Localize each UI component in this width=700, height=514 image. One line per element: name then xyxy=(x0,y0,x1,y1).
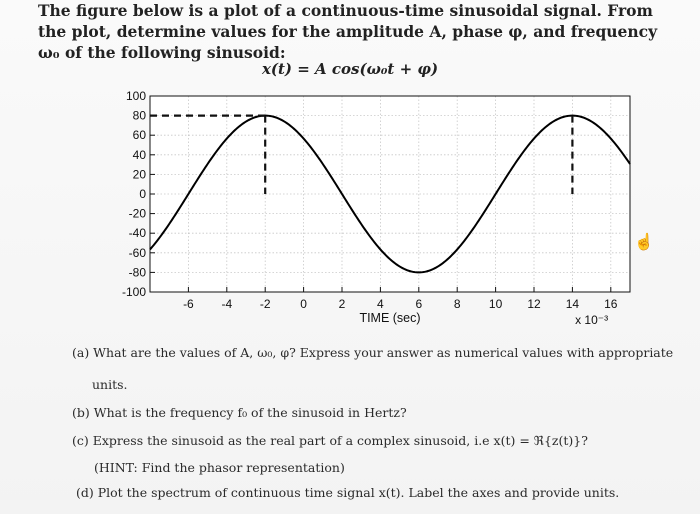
y-tick-label: 100 xyxy=(126,90,146,103)
y-tick-label: 60 xyxy=(133,128,147,142)
sinusoid-line xyxy=(149,114,631,274)
sinusoid-equation: x(t) = A cos(ω₀t + φ) xyxy=(261,60,439,78)
question-b: (b) What is the frequency f₀ of the sinu… xyxy=(72,405,407,420)
x-tick-label: 2 xyxy=(339,297,346,311)
y-tick-label: -60 xyxy=(129,246,147,260)
y-tick-label: -100 xyxy=(122,285,146,299)
x-tick-label: -6 xyxy=(183,297,194,311)
y-tick-label: 80 xyxy=(133,109,147,123)
x-tick-label: -2 xyxy=(260,297,271,311)
x-tick-label: 6 xyxy=(415,297,422,311)
x-tick-label: 0 xyxy=(300,297,307,311)
x-axis-multiplier: x 10⁻³ xyxy=(575,313,608,327)
y-tick-label: 0 xyxy=(139,187,146,201)
question-c-hint: (HINT: Find the phasor representation) xyxy=(94,460,345,475)
x-tick-label: 4 xyxy=(377,297,384,311)
y-tick-label: -40 xyxy=(129,226,147,240)
y-tick-label: -20 xyxy=(129,207,147,221)
x-axis-label: TIME (sec) xyxy=(359,311,420,325)
question-a-continued: units. xyxy=(92,377,128,392)
x-tick-label: 14 xyxy=(566,297,580,311)
x-tick-label: 16 xyxy=(604,297,618,311)
question-a: (a) What are the values of A, ω₀, φ? Exp… xyxy=(72,345,674,360)
y-tick-label: 20 xyxy=(133,167,147,181)
x-tick-label: -4 xyxy=(221,297,232,311)
problem-intro: The figure below is a plot of a continuo… xyxy=(38,1,658,62)
x-tick-label: 8 xyxy=(454,297,461,311)
x-tick-label: 10 xyxy=(489,297,503,311)
question-d: (d) Plot the spectrum of continuous time… xyxy=(76,485,620,500)
x-tick-label: 12 xyxy=(527,297,541,311)
plot-background xyxy=(150,96,630,292)
y-tick-label: 40 xyxy=(133,148,147,162)
hand-pointer-icon: ☝ xyxy=(634,232,654,251)
y-tick-label: -80 xyxy=(129,265,147,279)
signal-plot: 100 80 60 40 20 0 -20 -40 -60 -80 -100 -6 -4 -2 0 2 4 6 8 1… xyxy=(90,89,650,330)
question-c: (c) Express the sinusoid as the real par… xyxy=(72,433,588,448)
